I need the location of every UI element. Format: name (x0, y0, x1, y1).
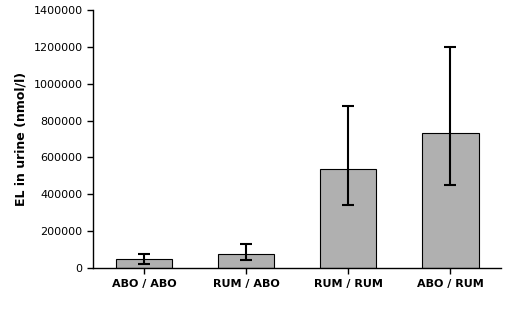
Bar (422, 132, 479, 268)
Bar (320, 169, 376, 268)
Bar (218, 254, 275, 268)
Bar (116, 259, 172, 268)
Y-axis label: EL in urine (nmol/l): EL in urine (nmol/l) (15, 72, 28, 206)
